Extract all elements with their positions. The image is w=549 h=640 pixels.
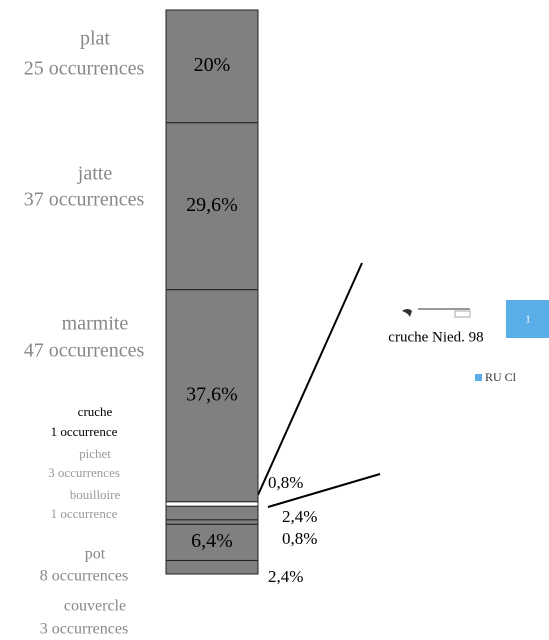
value-label: 2,4% <box>282 507 317 526</box>
category-label: plat <box>80 28 110 50</box>
bar-segment <box>165 505 259 521</box>
value-label: 2,4% <box>268 567 303 586</box>
occurrence-label: 37 occurrences <box>24 189 145 211</box>
category-label: pichet <box>79 446 111 461</box>
value-label: 0,8% <box>282 529 317 548</box>
bar-segment <box>165 519 259 525</box>
occurrence-label: 1 occurrence <box>51 424 118 439</box>
badge <box>506 300 549 338</box>
occurrence-label: 1 occurrence <box>51 506 118 521</box>
occurrence-label: 25 occurrences <box>24 58 145 80</box>
bar-segment <box>165 289 259 503</box>
bar-segment <box>165 9 259 124</box>
category-label: cruche <box>78 404 113 419</box>
value-label: 6,4% <box>191 530 233 552</box>
bar-segment <box>165 523 259 561</box>
category-label: pot <box>85 546 106 563</box>
legend-swatch <box>475 374 482 381</box>
category-label: jatte <box>77 163 113 185</box>
category-label: bouilloire <box>70 487 121 502</box>
occurrence-label: 3 occurrences <box>48 465 120 480</box>
value-label: 20% <box>194 54 231 76</box>
category-label: couvercle <box>64 598 126 615</box>
occurrence-label: 47 occurrences <box>24 340 145 362</box>
leader-line <box>267 473 381 508</box>
value-label: 0,8% <box>268 473 303 492</box>
annotation: cruche Nied. 98 <box>388 329 483 345</box>
occurrence-label: 3 occurrences <box>40 621 128 638</box>
occurrence-label: 8 occurrences <box>40 568 128 585</box>
bar-segment <box>165 559 259 575</box>
badge-label: 1 <box>525 314 531 326</box>
category-label: marmite <box>62 313 129 335</box>
bar-segment <box>165 501 259 507</box>
legend-label: RU Cl <box>485 370 517 384</box>
value-label: 37,6% <box>186 383 238 405</box>
thumbnail <box>402 308 471 318</box>
leader-line <box>257 262 363 496</box>
value-label: 29,6% <box>186 194 238 216</box>
